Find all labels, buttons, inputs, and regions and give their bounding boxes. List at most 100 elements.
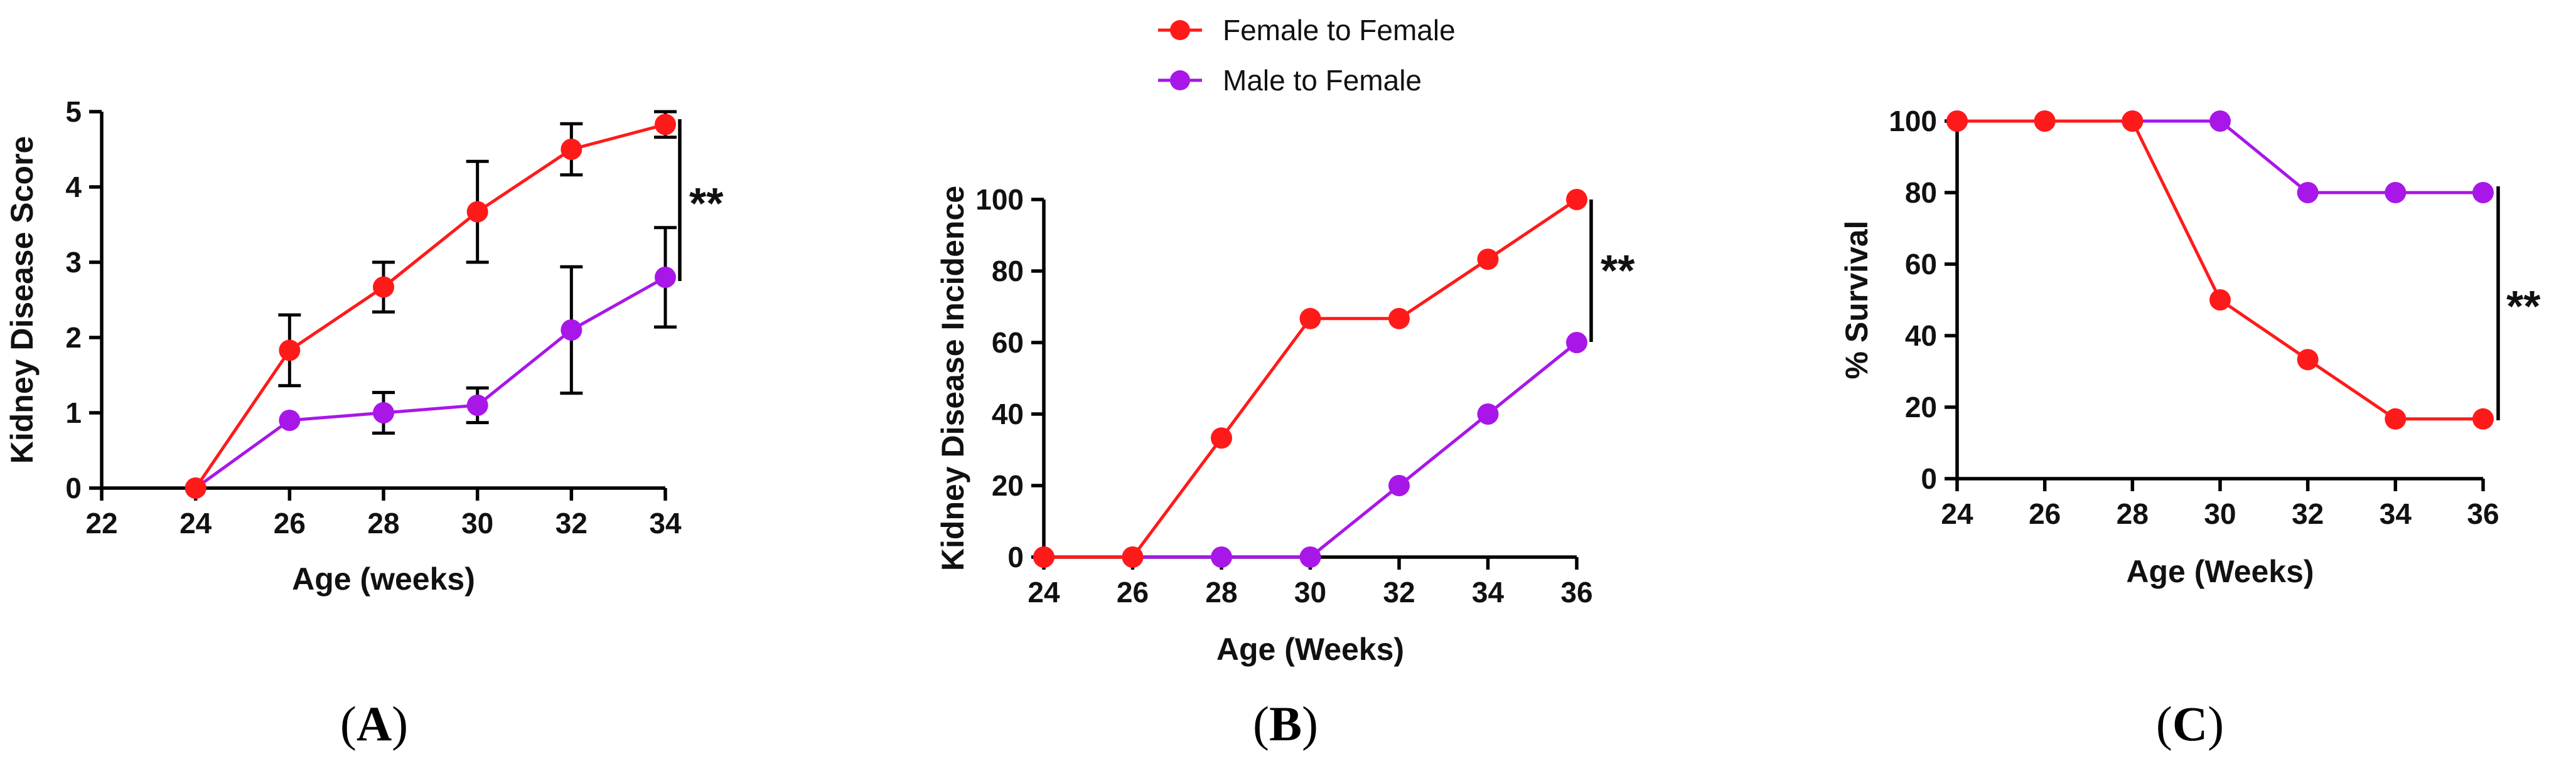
point-female-to-female-26 bbox=[1122, 546, 1144, 568]
y-axis-title: % Survival bbox=[1839, 221, 1874, 380]
point-male-to-female-32 bbox=[1388, 475, 1410, 496]
panel-label: (B) bbox=[1253, 696, 1318, 751]
y-tick-label-40: 40 bbox=[992, 398, 1024, 430]
point-female-to-female-34 bbox=[1477, 248, 1499, 270]
x-tick-label-32: 32 bbox=[1383, 576, 1415, 609]
significance-marker: ** bbox=[1601, 246, 1635, 295]
series-line-female-to-female bbox=[194, 122, 666, 489]
x-tick-label-30: 30 bbox=[1294, 576, 1326, 609]
significance-marker: ** bbox=[2506, 282, 2541, 331]
x-tick-label-24: 24 bbox=[1941, 497, 1973, 530]
x-tick-label-32: 32 bbox=[555, 507, 588, 540]
panel-label: (A) bbox=[340, 696, 408, 751]
series-female-to-female bbox=[185, 110, 677, 499]
x-tick-label-34: 34 bbox=[649, 507, 682, 540]
y-tick-label-80: 80 bbox=[992, 255, 1024, 287]
point-female-to-female-28 bbox=[2122, 110, 2144, 132]
y-tick-label-2: 2 bbox=[65, 321, 82, 354]
y-tick-label-1: 1 bbox=[65, 396, 82, 429]
point-male-to-female-36 bbox=[2472, 182, 2494, 203]
point-male-to-female-28 bbox=[1211, 546, 1232, 568]
point-female-to-female-32 bbox=[1388, 307, 1410, 329]
x-axis-title: Age (Weeks) bbox=[2126, 554, 2314, 589]
x-tick-label-30: 30 bbox=[2204, 497, 2236, 530]
y-tick-label-20: 20 bbox=[1905, 391, 1937, 423]
x-tick-label-24: 24 bbox=[180, 507, 212, 540]
point-female-to-female-32 bbox=[2297, 349, 2319, 371]
point-female-to-female-24 bbox=[1946, 110, 1968, 132]
y-tick-label-20: 20 bbox=[992, 469, 1024, 502]
point-female-to-female-28 bbox=[373, 276, 394, 298]
x-tick-label-28: 28 bbox=[2117, 497, 2149, 530]
x-tick-label-36: 36 bbox=[2467, 497, 2499, 530]
point-male-to-female-26 bbox=[279, 410, 301, 431]
x-tick-label-34: 34 bbox=[2380, 497, 2412, 530]
point-male-to-female-34 bbox=[2385, 182, 2407, 203]
point-male-to-female-34 bbox=[1477, 403, 1499, 425]
legend-marker-male-to-female bbox=[1170, 70, 1190, 90]
chart-panel-2: 24 26 28 30 32 34 36 0 20 40 60 80 100 Age (Weeks) Kid… bbox=[935, 183, 1635, 751]
y-tick-label-5: 5 bbox=[65, 95, 82, 128]
legend-label-male-to-female: Male to Female bbox=[1223, 64, 1422, 97]
y-tick-label-60: 60 bbox=[992, 326, 1024, 359]
point-female-to-female-26 bbox=[2034, 110, 2056, 132]
point-male-to-female-30 bbox=[1299, 546, 1321, 568]
point-female-to-female-28 bbox=[1211, 427, 1232, 449]
point-female-to-female-30 bbox=[466, 201, 488, 223]
legend-label-female-to-female: Female to Female bbox=[1223, 14, 1456, 46]
y-tick-label-80: 80 bbox=[1905, 176, 1937, 209]
point-male-to-female-34 bbox=[655, 267, 676, 288]
x-tick-label-28: 28 bbox=[367, 507, 399, 540]
y-tick-label-4: 4 bbox=[65, 171, 82, 203]
x-tick-label-32: 32 bbox=[2292, 497, 2324, 530]
point-male-to-female-32 bbox=[2297, 182, 2319, 203]
legend-marker-female-to-female bbox=[1170, 20, 1190, 40]
point-female-to-female-34 bbox=[2385, 408, 2407, 430]
x-tick-label-26: 26 bbox=[1117, 576, 1149, 609]
x-tick-label-34: 34 bbox=[1472, 576, 1505, 609]
point-male-to-female-36 bbox=[1566, 332, 1587, 353]
series-female-to-female bbox=[1946, 110, 2494, 430]
point-female-to-female-24 bbox=[185, 477, 207, 499]
y-tick-label-100: 100 bbox=[1889, 105, 1937, 137]
x-tick-label-26: 26 bbox=[2029, 497, 2061, 530]
x-tick-label-26: 26 bbox=[274, 507, 306, 540]
y-tick-label-100: 100 bbox=[975, 183, 1024, 216]
point-female-to-female-34 bbox=[655, 114, 676, 136]
point-male-to-female-28 bbox=[373, 402, 394, 423]
y-tick-label-0: 0 bbox=[65, 472, 82, 504]
series-male-to-female bbox=[1946, 110, 2494, 203]
series-line-female-to-female bbox=[1957, 119, 2483, 421]
x-tick-label-36: 36 bbox=[1560, 576, 1592, 609]
series-line-female-to-female bbox=[1044, 198, 1578, 559]
significance-marker: ** bbox=[689, 179, 724, 228]
y-tick-label-0: 0 bbox=[1921, 462, 1937, 495]
y-axis-title: Kidney Disease Score bbox=[4, 136, 40, 464]
panel-label: (C) bbox=[2156, 696, 2224, 751]
point-male-to-female-30 bbox=[2209, 110, 2231, 132]
point-female-to-female-36 bbox=[2472, 408, 2494, 430]
x-tick-label-30: 30 bbox=[461, 507, 493, 540]
series-male-to-female bbox=[185, 226, 677, 499]
y-tick-label-3: 3 bbox=[65, 246, 82, 279]
y-tick-label-0: 0 bbox=[1007, 541, 1024, 573]
series-line-male-to-female bbox=[1957, 119, 2483, 194]
point-female-to-female-36 bbox=[1566, 189, 1587, 210]
series-female-to-female bbox=[1033, 189, 1587, 568]
y-axis-title: Kidney Disease Incidence bbox=[935, 186, 970, 571]
series-male-to-female bbox=[1033, 332, 1587, 568]
point-female-to-female-26 bbox=[279, 339, 301, 361]
legend: Female to Female Male to Female bbox=[1158, 14, 1456, 97]
chart-panel-3: 24 26 28 30 32 34 36 0 20 40 60 80 100 Age (Weeks) % S… bbox=[1839, 105, 2541, 751]
x-axis-title: Age (Weeks) bbox=[1216, 632, 1404, 667]
point-male-to-female-30 bbox=[466, 395, 488, 416]
x-tick-label-28: 28 bbox=[1205, 576, 1237, 609]
point-male-to-female-32 bbox=[561, 319, 582, 341]
point-female-to-female-24 bbox=[1033, 546, 1055, 568]
point-female-to-female-32 bbox=[561, 139, 582, 160]
series-line-male-to-female bbox=[195, 275, 667, 490]
x-tick-label-24: 24 bbox=[1028, 576, 1060, 609]
